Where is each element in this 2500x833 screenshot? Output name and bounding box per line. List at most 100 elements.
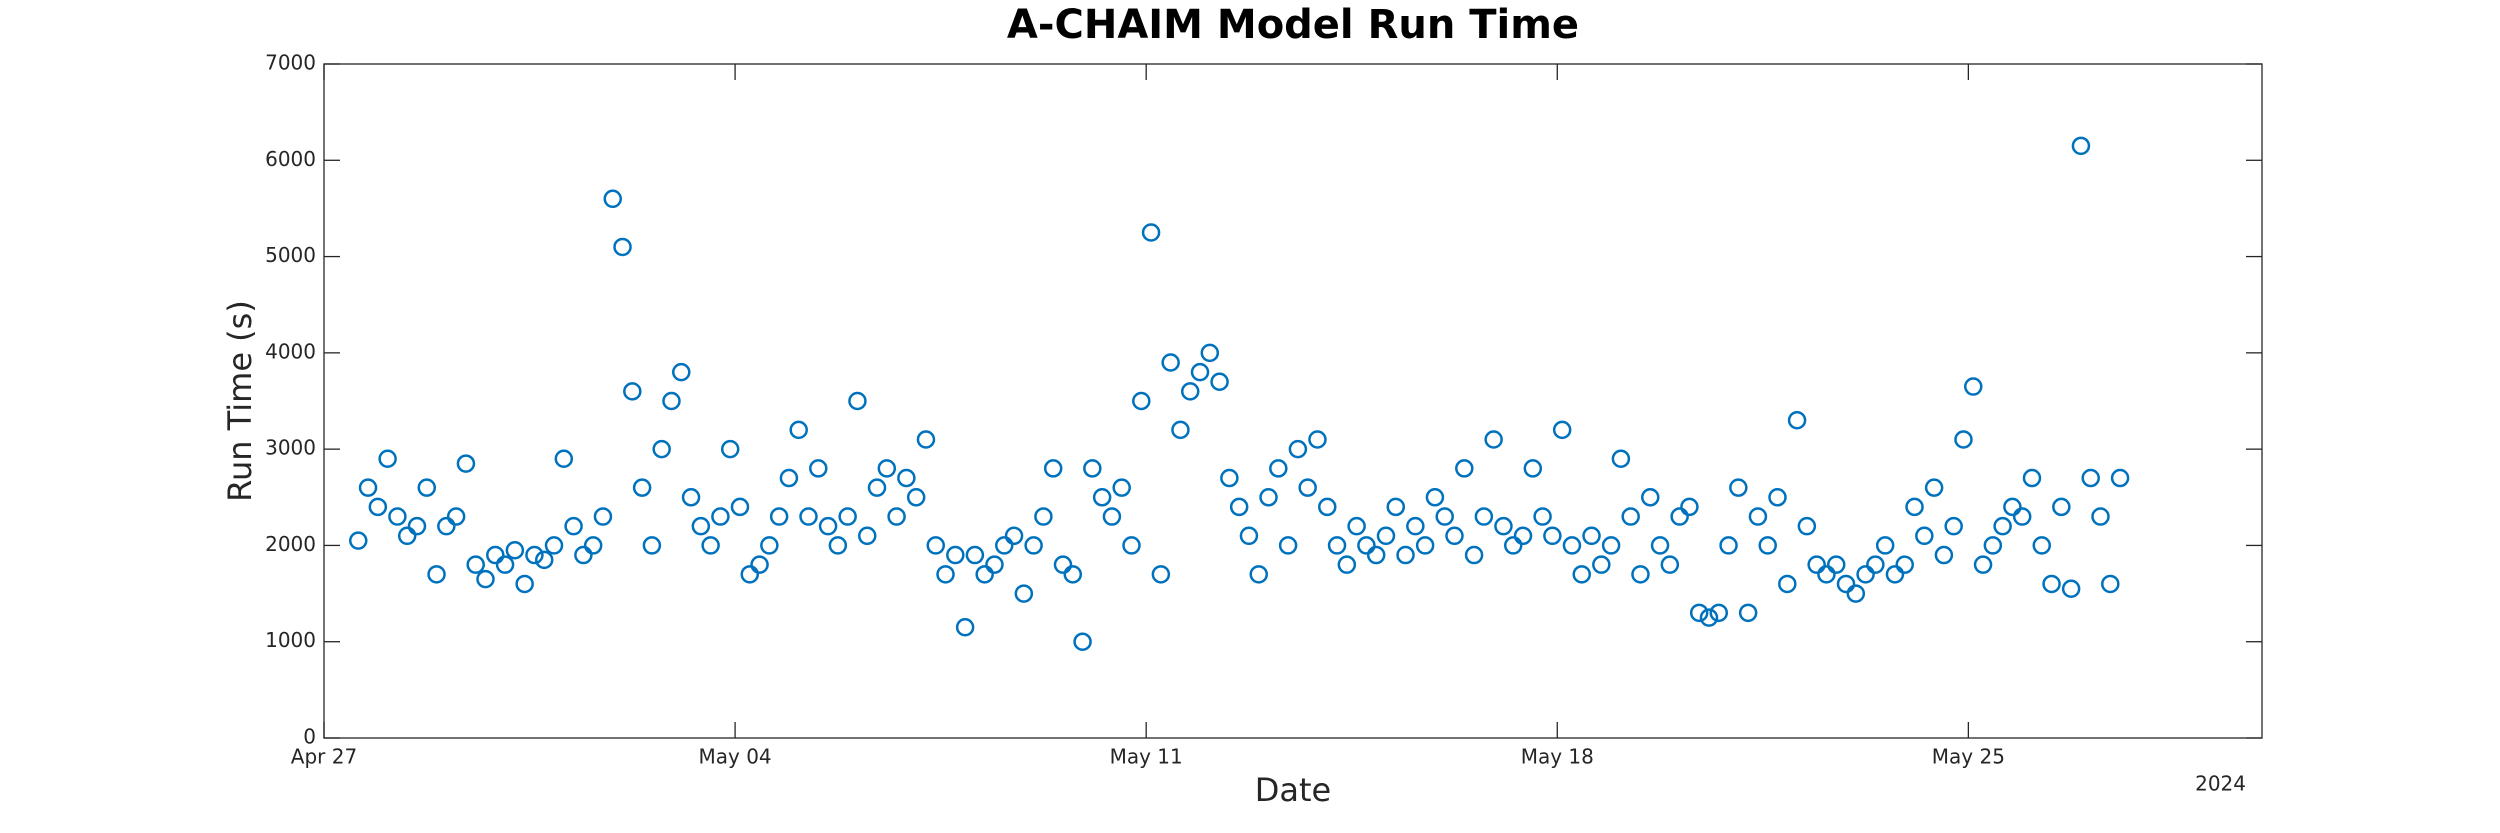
y-tick-label: 1000 [265,628,316,652]
point [681,488,701,507]
point [1768,488,1787,507]
point [936,565,955,584]
point [1278,536,1298,555]
y-tick-label: 3000 [265,436,316,460]
point [1611,449,1631,469]
point [2091,507,2110,526]
point [1464,545,1484,565]
point [1621,507,1640,526]
y-tick-label: 6000 [265,147,316,171]
point [613,237,632,257]
point [1141,223,1161,242]
point [789,420,808,440]
point [515,574,534,594]
point [740,565,760,584]
point [1709,603,1729,623]
point [838,507,857,526]
point [632,478,652,497]
point [926,536,945,555]
point [544,536,564,555]
point [417,478,437,497]
x-tick-label: Apr 27 [291,745,357,769]
point [1572,565,1591,584]
point [495,555,515,574]
point [466,555,485,574]
point [1641,488,1660,507]
point [486,545,505,565]
point [799,507,818,526]
point [662,391,681,411]
point [1885,565,1905,584]
point [574,545,593,565]
point [1729,478,1748,497]
point [1318,497,1337,517]
point [2042,574,2061,594]
point [1171,420,1190,440]
point [867,478,887,497]
point [534,550,554,570]
point [1924,478,1944,497]
point [388,507,407,526]
point [1239,526,1259,546]
point [554,449,574,469]
point [1190,362,1210,382]
point [1503,536,1523,555]
point [1523,459,1543,478]
point [1092,488,1112,507]
point [1210,372,1229,391]
point [623,382,642,401]
point [2012,507,2032,526]
point [1895,555,1914,574]
x-tick-label: May 04 [699,745,772,769]
point [1797,516,1817,536]
point [818,516,838,536]
point [1308,430,1327,449]
point [887,507,906,526]
y-tick-label: 2000 [265,532,316,556]
point [2003,497,2022,517]
point [1455,459,1474,478]
point [2071,136,2091,156]
point [857,526,877,546]
point [2101,574,2120,594]
point [652,439,671,459]
point [1053,555,1073,574]
point [358,478,378,497]
y-tick-label: 0 [303,725,316,749]
point [779,468,799,488]
point [427,565,446,584]
point [1846,584,1866,603]
point [1337,555,1357,574]
point [1650,536,1670,555]
point [809,459,828,478]
point [1866,555,1885,574]
y-tick-label: 7000 [265,51,316,75]
point [1592,555,1611,574]
point [1817,565,1836,584]
point [1719,536,1738,555]
point [525,545,544,565]
point [1122,536,1141,555]
point [711,507,730,526]
point [691,516,711,536]
point [564,516,583,536]
point [720,439,740,459]
point [1220,468,1239,488]
point [760,536,779,555]
point [1934,545,1954,565]
point [1787,411,1807,430]
point [1748,507,1768,526]
point [1327,536,1347,555]
point [1562,536,1582,555]
plot-area [323,63,2263,739]
x-tick-label: May 18 [1521,745,1594,769]
point [1004,526,1024,546]
point [1034,507,1053,526]
point [1014,584,1034,603]
point [1552,420,1572,440]
point [1200,343,1220,363]
point [2052,497,2071,517]
point [476,569,495,589]
point [603,189,622,209]
